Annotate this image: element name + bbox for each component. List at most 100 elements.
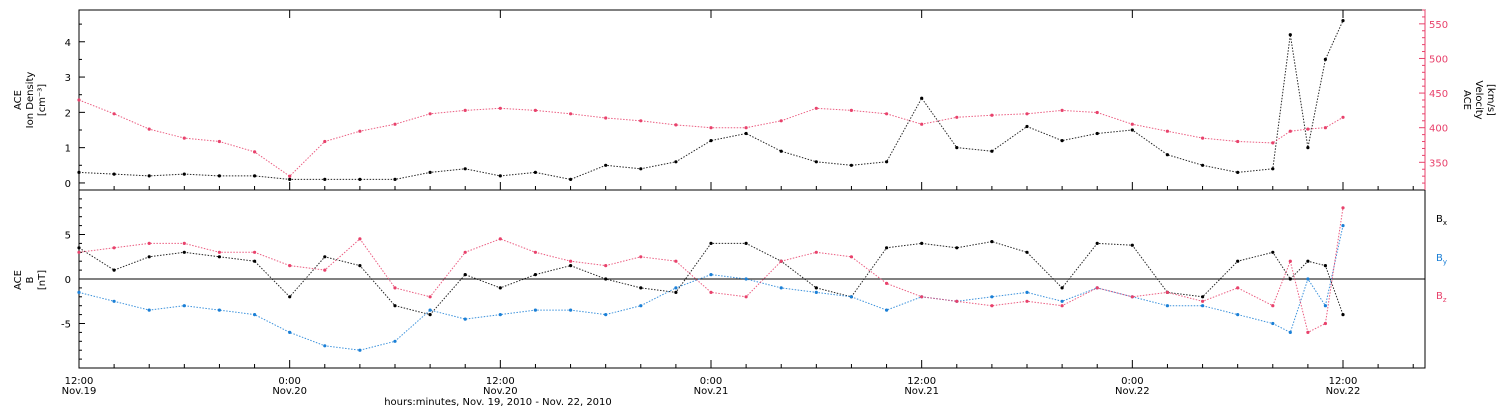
bx-point — [288, 295, 292, 299]
bx-point — [814, 286, 818, 290]
density-point — [463, 167, 467, 171]
velocity-tick-label: 400 — [1429, 124, 1448, 135]
by-point — [849, 295, 854, 299]
legend-bz: Bz — [1436, 291, 1447, 304]
x-tick-date: Nov.19 — [62, 386, 97, 397]
top-panel-frame — [78, 9, 1426, 191]
density-point — [393, 177, 397, 181]
bx-point — [393, 304, 397, 308]
velocity-point — [990, 113, 994, 117]
density-point — [1025, 124, 1029, 129]
bx-point — [77, 246, 81, 250]
velocity-point — [393, 122, 397, 126]
velocity-tick-label: 550 — [1429, 20, 1448, 31]
by-point — [288, 330, 292, 334]
bx-point — [533, 273, 538, 277]
by-point — [147, 308, 151, 312]
bz-point — [1288, 259, 1292, 263]
bz-point — [533, 250, 538, 254]
bx-point — [182, 250, 186, 254]
by-point — [1201, 304, 1205, 308]
bx-point — [674, 290, 678, 294]
bz-point — [77, 250, 81, 254]
b-tick-label: -5 — [61, 320, 71, 331]
plot-marks: Bx By Bz — [77, 19, 1447, 352]
by-point — [182, 304, 186, 308]
density-point — [1130, 128, 1134, 132]
velocity-point — [1165, 129, 1169, 133]
density-point — [1165, 153, 1169, 157]
bz-point — [1165, 290, 1169, 294]
density-point — [1201, 163, 1205, 167]
top-ylabel-line2: Ion Density — [25, 72, 36, 129]
bx-point — [1236, 259, 1240, 263]
bz-point — [744, 295, 748, 299]
density-point — [498, 174, 502, 178]
velocity-point — [288, 174, 292, 178]
bz-point — [288, 264, 292, 268]
by-point — [428, 308, 432, 312]
bx-point — [1095, 241, 1099, 245]
velocity-point — [1025, 112, 1029, 116]
density-point — [428, 170, 432, 174]
x-tick-date: Nov.20 — [272, 386, 307, 397]
bz-point — [358, 237, 362, 241]
bz-point — [569, 259, 573, 263]
by-point — [639, 304, 643, 308]
bx-point — [253, 259, 257, 263]
density-point — [112, 172, 116, 176]
bx-point — [217, 255, 221, 259]
bx-point — [1025, 250, 1029, 254]
velocity-point — [1060, 108, 1064, 112]
bx-point — [639, 286, 643, 290]
velocity-point — [428, 112, 432, 116]
x-tick-time: 0:00 — [278, 376, 300, 387]
bz-point — [779, 259, 783, 263]
density-point — [217, 174, 221, 178]
by-point — [779, 286, 783, 290]
x-tick-time: 12:00 — [65, 376, 94, 387]
density-point — [358, 177, 362, 181]
bx-point — [112, 268, 116, 272]
velocity-point — [920, 122, 924, 126]
velocity-point — [1323, 126, 1327, 130]
bz-point — [1201, 299, 1205, 303]
density-point — [1236, 170, 1240, 174]
density-point — [77, 170, 81, 174]
bx-point — [1306, 259, 1310, 263]
bz-point — [217, 250, 221, 254]
by-point — [253, 313, 257, 317]
bz-point — [674, 259, 678, 263]
bz-point — [1306, 330, 1310, 334]
velocity-point — [1271, 141, 1275, 145]
density-point — [1271, 167, 1275, 171]
velocity-point — [955, 115, 959, 119]
bx-line — [78, 241, 1344, 316]
by-point — [709, 273, 713, 277]
x-tick-time: 0:00 — [700, 376, 722, 387]
bx-point — [1323, 264, 1327, 268]
bz-point — [1025, 299, 1029, 303]
x-tick-date: Nov.20 — [483, 386, 518, 397]
velocity-point — [1130, 122, 1134, 126]
density-point — [1306, 146, 1310, 150]
bx-point — [990, 240, 994, 244]
by-point — [498, 313, 502, 317]
bz-point — [1095, 286, 1099, 290]
density-point — [1095, 131, 1099, 136]
bx-point — [1271, 250, 1275, 254]
velocity-point — [358, 129, 362, 133]
density-point — [1060, 139, 1064, 143]
bx-point — [920, 241, 924, 245]
bx-point — [358, 264, 362, 268]
by-point — [463, 317, 467, 321]
bottom-ylabel-line2: B — [25, 276, 36, 283]
density-tick-label: 0 — [65, 179, 71, 190]
x-tick-time: 12:00 — [486, 376, 515, 387]
x-tick-date: Nov.22 — [1115, 386, 1150, 397]
bz-point — [112, 246, 116, 250]
plot-labels: ACE Ion Density [cm⁻³] ACE Velocity [km/… — [13, 72, 1496, 408]
velocity-point — [463, 108, 467, 112]
bottom-yunit: [nT] — [37, 270, 48, 290]
